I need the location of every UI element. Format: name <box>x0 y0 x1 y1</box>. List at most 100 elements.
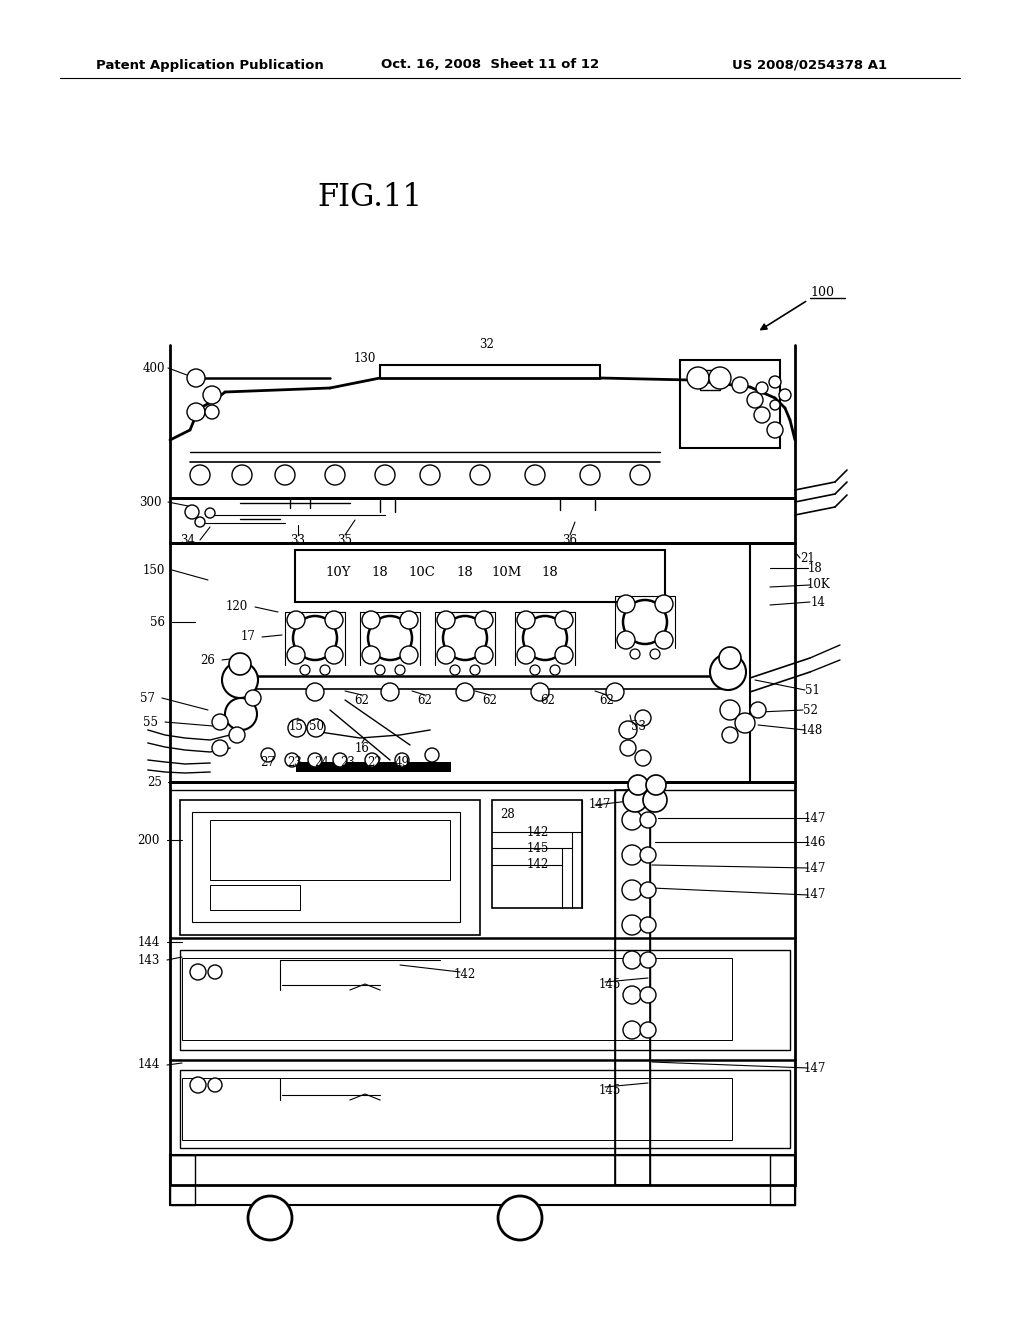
Circle shape <box>319 665 330 675</box>
Text: 130: 130 <box>354 351 376 364</box>
Circle shape <box>746 392 763 408</box>
Circle shape <box>735 713 755 733</box>
Text: 35: 35 <box>338 533 352 546</box>
Circle shape <box>720 700 740 719</box>
Circle shape <box>475 645 493 664</box>
Circle shape <box>333 752 347 767</box>
Circle shape <box>770 400 780 411</box>
Text: Oct. 16, 2008  Sheet 11 of 12: Oct. 16, 2008 Sheet 11 of 12 <box>381 58 599 71</box>
Circle shape <box>232 465 252 484</box>
Circle shape <box>531 682 549 701</box>
Circle shape <box>362 645 380 664</box>
Circle shape <box>307 719 325 737</box>
Circle shape <box>754 407 770 422</box>
Bar <box>680 360 780 447</box>
Bar <box>170 1155 795 1205</box>
Circle shape <box>525 465 545 484</box>
Circle shape <box>617 631 635 649</box>
Circle shape <box>395 752 409 767</box>
Circle shape <box>756 381 768 393</box>
Circle shape <box>530 665 540 675</box>
Circle shape <box>630 465 650 484</box>
Text: 147: 147 <box>804 812 826 825</box>
Text: 144: 144 <box>137 1059 160 1072</box>
Bar <box>170 1155 195 1205</box>
Text: 28: 28 <box>501 808 515 821</box>
Circle shape <box>498 1196 542 1239</box>
Circle shape <box>617 595 635 612</box>
Circle shape <box>425 748 439 762</box>
Circle shape <box>623 1020 641 1039</box>
Circle shape <box>620 741 636 756</box>
Circle shape <box>606 682 624 701</box>
Bar <box>193 812 460 921</box>
Circle shape <box>523 616 567 660</box>
Text: 23: 23 <box>341 756 355 770</box>
Circle shape <box>517 611 535 630</box>
Bar <box>170 781 795 1185</box>
Text: 53: 53 <box>631 721 645 734</box>
Text: 27: 27 <box>260 756 275 770</box>
Text: FIG.11: FIG.11 <box>317 182 423 214</box>
Circle shape <box>437 611 455 630</box>
Bar <box>180 950 790 1049</box>
Circle shape <box>622 845 642 865</box>
Circle shape <box>261 748 275 762</box>
Circle shape <box>195 517 205 527</box>
Bar <box>182 1078 732 1140</box>
Circle shape <box>456 682 474 701</box>
Text: 147: 147 <box>589 799 611 812</box>
Text: 145: 145 <box>599 978 622 991</box>
Circle shape <box>628 775 648 795</box>
Circle shape <box>212 741 228 756</box>
Text: 10K: 10K <box>806 578 829 591</box>
Circle shape <box>769 376 781 388</box>
Circle shape <box>630 649 640 659</box>
Circle shape <box>300 665 310 675</box>
Bar <box>170 498 795 543</box>
Text: 145: 145 <box>599 1084 622 1097</box>
Text: 200: 200 <box>137 833 160 846</box>
Circle shape <box>208 1078 222 1092</box>
Text: US 2008/0254378 A1: US 2008/0254378 A1 <box>732 58 888 71</box>
Bar <box>615 789 650 1185</box>
Circle shape <box>779 389 791 401</box>
Text: 18: 18 <box>808 561 822 574</box>
Circle shape <box>248 1196 292 1239</box>
Circle shape <box>622 880 642 900</box>
Text: 147: 147 <box>804 862 826 874</box>
Circle shape <box>640 1022 656 1038</box>
Circle shape <box>288 719 306 737</box>
Circle shape <box>400 611 418 630</box>
Bar <box>770 1155 795 1205</box>
Text: 52: 52 <box>803 704 817 717</box>
Circle shape <box>640 987 656 1003</box>
Circle shape <box>580 465 600 484</box>
Circle shape <box>655 631 673 649</box>
Text: 62: 62 <box>541 693 555 706</box>
Text: 21: 21 <box>801 552 815 565</box>
Circle shape <box>225 698 257 730</box>
Text: 25: 25 <box>147 776 162 788</box>
Circle shape <box>623 601 667 644</box>
Text: 148: 148 <box>801 723 823 737</box>
Text: 62: 62 <box>600 693 614 706</box>
Circle shape <box>622 915 642 935</box>
Circle shape <box>400 645 418 664</box>
Circle shape <box>618 721 637 739</box>
Circle shape <box>245 690 261 706</box>
Bar <box>210 884 300 909</box>
Bar <box>180 1071 790 1148</box>
Circle shape <box>517 645 535 664</box>
Text: 147: 147 <box>804 888 826 902</box>
Circle shape <box>722 727 738 743</box>
Circle shape <box>635 710 651 726</box>
Text: 18: 18 <box>542 565 558 578</box>
Text: 18: 18 <box>457 565 473 578</box>
Circle shape <box>437 645 455 664</box>
Circle shape <box>709 367 731 389</box>
Circle shape <box>185 506 199 519</box>
Text: 300: 300 <box>139 495 162 508</box>
Text: 142: 142 <box>527 825 549 838</box>
Text: 142: 142 <box>454 969 476 982</box>
